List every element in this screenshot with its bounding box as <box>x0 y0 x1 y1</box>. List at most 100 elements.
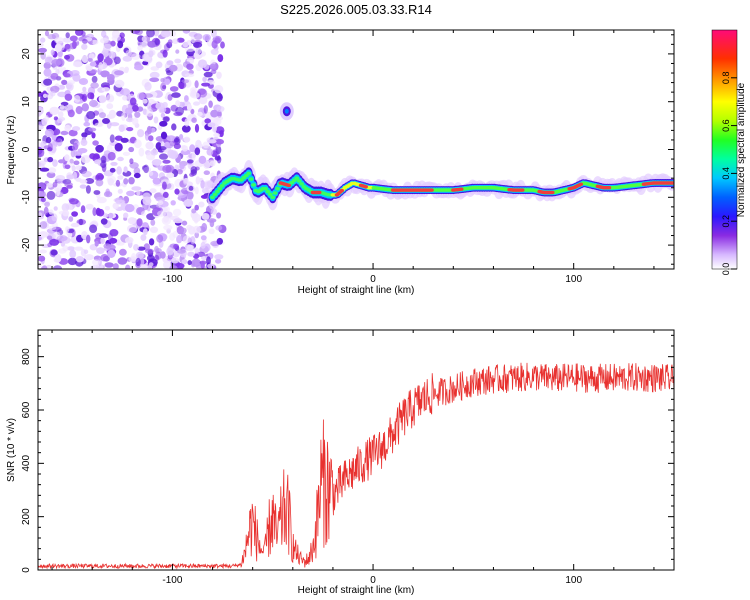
trace-inner <box>270 195 276 200</box>
trace-inner <box>212 192 218 197</box>
trace-inner <box>267 192 273 197</box>
noise-speck <box>89 61 97 67</box>
noise-speck <box>69 158 74 164</box>
snr-panel: -100 0 100 0 200 400 600 800 Height of straigh… <box>6 329 675 596</box>
noise-speck <box>81 231 88 240</box>
noise-speck <box>67 109 75 118</box>
noise-speck <box>190 236 196 245</box>
y-tick-label: -20 <box>21 237 32 252</box>
noise-speck <box>67 232 73 238</box>
noise-speck <box>206 256 211 266</box>
noise-speck <box>193 33 203 40</box>
noise-speck <box>39 160 46 166</box>
noise-speck <box>182 235 192 244</box>
noise-speck <box>53 206 58 211</box>
y-tick-label: 0 <box>21 567 32 573</box>
noise-speck <box>160 30 171 38</box>
noise-speck <box>81 155 91 164</box>
noise-speck <box>49 238 60 246</box>
noise-speck <box>69 35 78 42</box>
noise-speck <box>96 196 107 204</box>
spectrogram-x-axis: -100 0 100 <box>51 30 655 285</box>
noise-speck <box>159 251 166 259</box>
noise-speck <box>203 105 208 114</box>
noise-speck <box>82 38 88 44</box>
noise-speck <box>176 169 183 175</box>
trace-inner <box>219 184 225 188</box>
trace-core <box>550 190 555 195</box>
noise-speck <box>51 59 61 67</box>
noise-speck <box>134 111 141 118</box>
noise-speck <box>195 47 202 55</box>
trace-inner <box>275 186 280 191</box>
noise-speck <box>138 147 145 157</box>
noise-speck <box>143 164 150 174</box>
noise-speck <box>113 263 119 269</box>
noise-speck <box>129 227 137 233</box>
noise-speck <box>39 191 46 198</box>
noise-speck <box>50 49 55 56</box>
noise-speck <box>57 50 63 58</box>
noise-speck <box>217 110 222 119</box>
noise-speck <box>154 245 159 254</box>
noise-speck <box>147 102 152 111</box>
noise-speck <box>87 57 94 62</box>
noise-speck <box>207 139 217 144</box>
noise-speck <box>106 94 115 103</box>
noise-speck <box>195 176 201 185</box>
colorbar-tick-label: 0.0 <box>721 263 731 276</box>
noise-speck <box>102 43 112 50</box>
noise-speck <box>81 95 87 101</box>
noise-speck <box>191 208 197 214</box>
noise-speck <box>66 174 75 180</box>
noise-speck <box>210 109 219 118</box>
snr-series <box>38 362 674 570</box>
noise-speck <box>162 159 171 164</box>
noise-speck <box>151 159 162 166</box>
noise-speck <box>97 53 104 62</box>
noise-speck <box>164 141 170 148</box>
noise-speck <box>185 47 195 52</box>
noise-speck <box>213 85 224 94</box>
noise-speck <box>190 91 200 99</box>
noise-speck <box>126 127 134 132</box>
noise-speck <box>146 30 155 38</box>
noise-speck <box>137 246 146 251</box>
noise-speck <box>106 74 115 81</box>
noise-speck <box>44 128 55 138</box>
noise-speck <box>149 71 160 79</box>
spectrogram-x-axis-label: Height of straight line (km) <box>298 285 415 296</box>
noise-speck <box>150 219 156 226</box>
noise-speck <box>86 111 96 120</box>
noise-speck <box>203 181 213 190</box>
noise-speck <box>89 224 98 233</box>
noise-speck <box>40 197 46 203</box>
noise-speck <box>91 75 98 83</box>
noise-speck <box>132 105 139 112</box>
noise-speck <box>125 107 133 115</box>
noise-speck <box>80 139 88 147</box>
noise-speck <box>182 41 189 48</box>
noise-speck <box>89 153 96 160</box>
noise-speck <box>96 247 105 255</box>
y-tick-label: 600 <box>21 401 32 418</box>
noise-speck <box>70 222 80 228</box>
noise-speck <box>159 146 167 151</box>
noise-speck <box>202 76 207 83</box>
trace-inner <box>248 177 254 181</box>
noise-speck <box>114 135 123 141</box>
noise-speck <box>160 82 167 92</box>
noise-speck <box>129 158 134 165</box>
trace-inner <box>215 189 220 194</box>
noise-speck <box>93 190 101 195</box>
noise-speck <box>95 144 104 153</box>
noise-speck <box>191 117 197 123</box>
noise-speck <box>133 244 139 251</box>
noise-speck <box>99 233 109 239</box>
noise-speck <box>63 73 71 78</box>
noise-speck <box>203 71 213 78</box>
noise-speck <box>132 117 139 126</box>
noise-speck <box>137 45 143 51</box>
noise-speck <box>125 117 134 123</box>
noise-speck <box>119 248 127 256</box>
